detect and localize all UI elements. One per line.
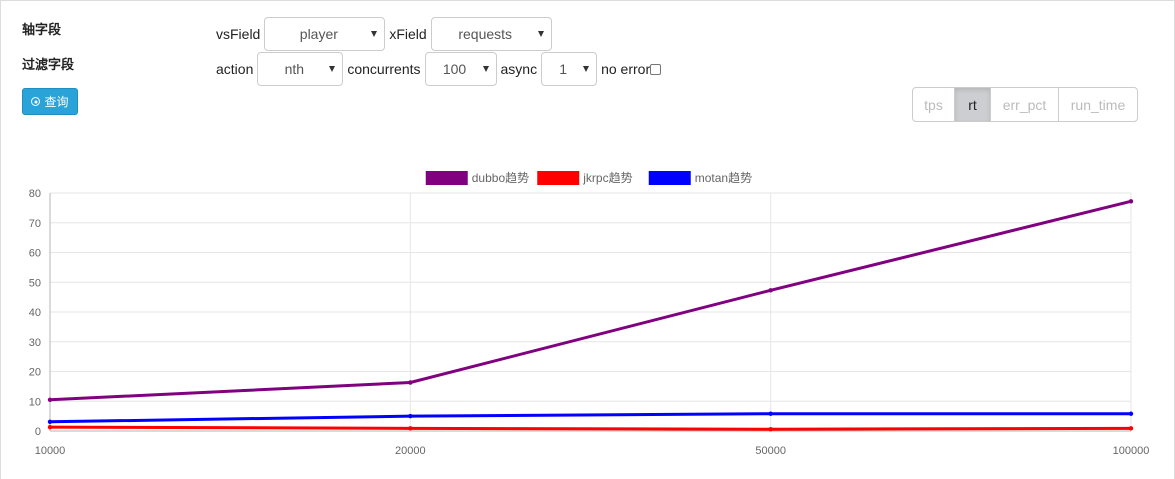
vsfield-value: player [299, 26, 338, 42]
xfield-label: xField [389, 26, 427, 42]
metric-toggle-group: tps rt err_pct run_time [912, 87, 1138, 122]
legend-swatch [537, 171, 580, 185]
async-select[interactable]: 1 [541, 52, 598, 86]
data-point [408, 413, 413, 419]
legend-label: motan趋势 [695, 171, 752, 185]
async-label: async [500, 61, 538, 77]
frame-border-top [0, 0, 1175, 1]
data-point [768, 288, 773, 293]
y-tick-label: 10 [29, 396, 41, 408]
axis-field-row: vsField player xField requests [216, 17, 556, 51]
caret-down-icon [583, 66, 590, 72]
concurrents-label: concurrents [347, 61, 421, 77]
y-tick-label: 60 [29, 248, 41, 260]
y-tick-label: 80 [29, 188, 41, 200]
x-tick-label: 50000 [755, 445, 786, 457]
y-tick-label: 50 [29, 277, 41, 289]
no-error-checkbox[interactable] [650, 63, 662, 75]
no-error-label: no error [601, 61, 651, 77]
query-button[interactable]: 查询 [22, 88, 78, 115]
metric-button-tps[interactable]: tps [913, 88, 955, 121]
data-point [1128, 426, 1134, 431]
filter-field-label: 过滤字段 [22, 57, 75, 72]
query-button-label: 查询 [44, 95, 69, 109]
series-line [49, 412, 1131, 424]
y-tick-label: 30 [29, 337, 41, 349]
y-tick-label: 20 [29, 367, 41, 379]
concurrents-value: 100 [442, 61, 467, 77]
action-value: nth [284, 61, 305, 77]
series-line [49, 425, 1132, 431]
data-point [1128, 199, 1134, 204]
x-tick-label: 10000 [35, 445, 66, 457]
series-line [49, 199, 1132, 402]
data-point [768, 427, 773, 432]
async-value: 1 [559, 61, 567, 77]
vsfield-label: vsField [216, 26, 261, 42]
x-tick-label: 20000 [395, 445, 426, 457]
metric-button-rt[interactable]: rt [955, 88, 991, 121]
data-point [47, 424, 53, 430]
legend-swatch [425, 171, 468, 185]
xfield-select[interactable]: requests [430, 17, 552, 51]
data-point [768, 411, 773, 416]
xfield-value: requests [458, 26, 513, 42]
vsfield-select[interactable]: player [264, 17, 386, 51]
axis-field-label: 轴字段 [22, 22, 62, 37]
action-select[interactable]: nth [257, 52, 344, 86]
metric-button-err-pct[interactable]: err_pct [991, 88, 1059, 121]
concurrents-select[interactable]: 100 [424, 52, 497, 86]
data-point [1128, 411, 1134, 416]
data-point [408, 426, 413, 431]
caret-down-icon [482, 66, 489, 72]
action-label: action [216, 61, 254, 77]
legend-label: dubbo趋势 [472, 171, 529, 185]
target-circle-icon [31, 97, 41, 106]
frame-border-left [0, 0, 1, 479]
y-tick-label: 40 [29, 307, 41, 319]
x-tick-label: 100000 [1113, 445, 1150, 457]
caret-down-icon [537, 31, 544, 37]
legend-label: jkrpc趋势 [582, 171, 632, 185]
data-point [47, 397, 53, 402]
filter-field-row: action nth concurrents 100 async 1 no er… [216, 52, 662, 86]
data-point [47, 419, 53, 424]
caret-down-icon [329, 66, 336, 72]
data-point [408, 380, 413, 385]
y-tick-label: 0 [35, 426, 41, 438]
caret-down-icon [371, 31, 378, 37]
y-tick-label: 70 [29, 218, 41, 230]
legend-swatch [648, 171, 691, 185]
metric-button-run-time[interactable]: run_time [1070, 96, 1126, 113]
